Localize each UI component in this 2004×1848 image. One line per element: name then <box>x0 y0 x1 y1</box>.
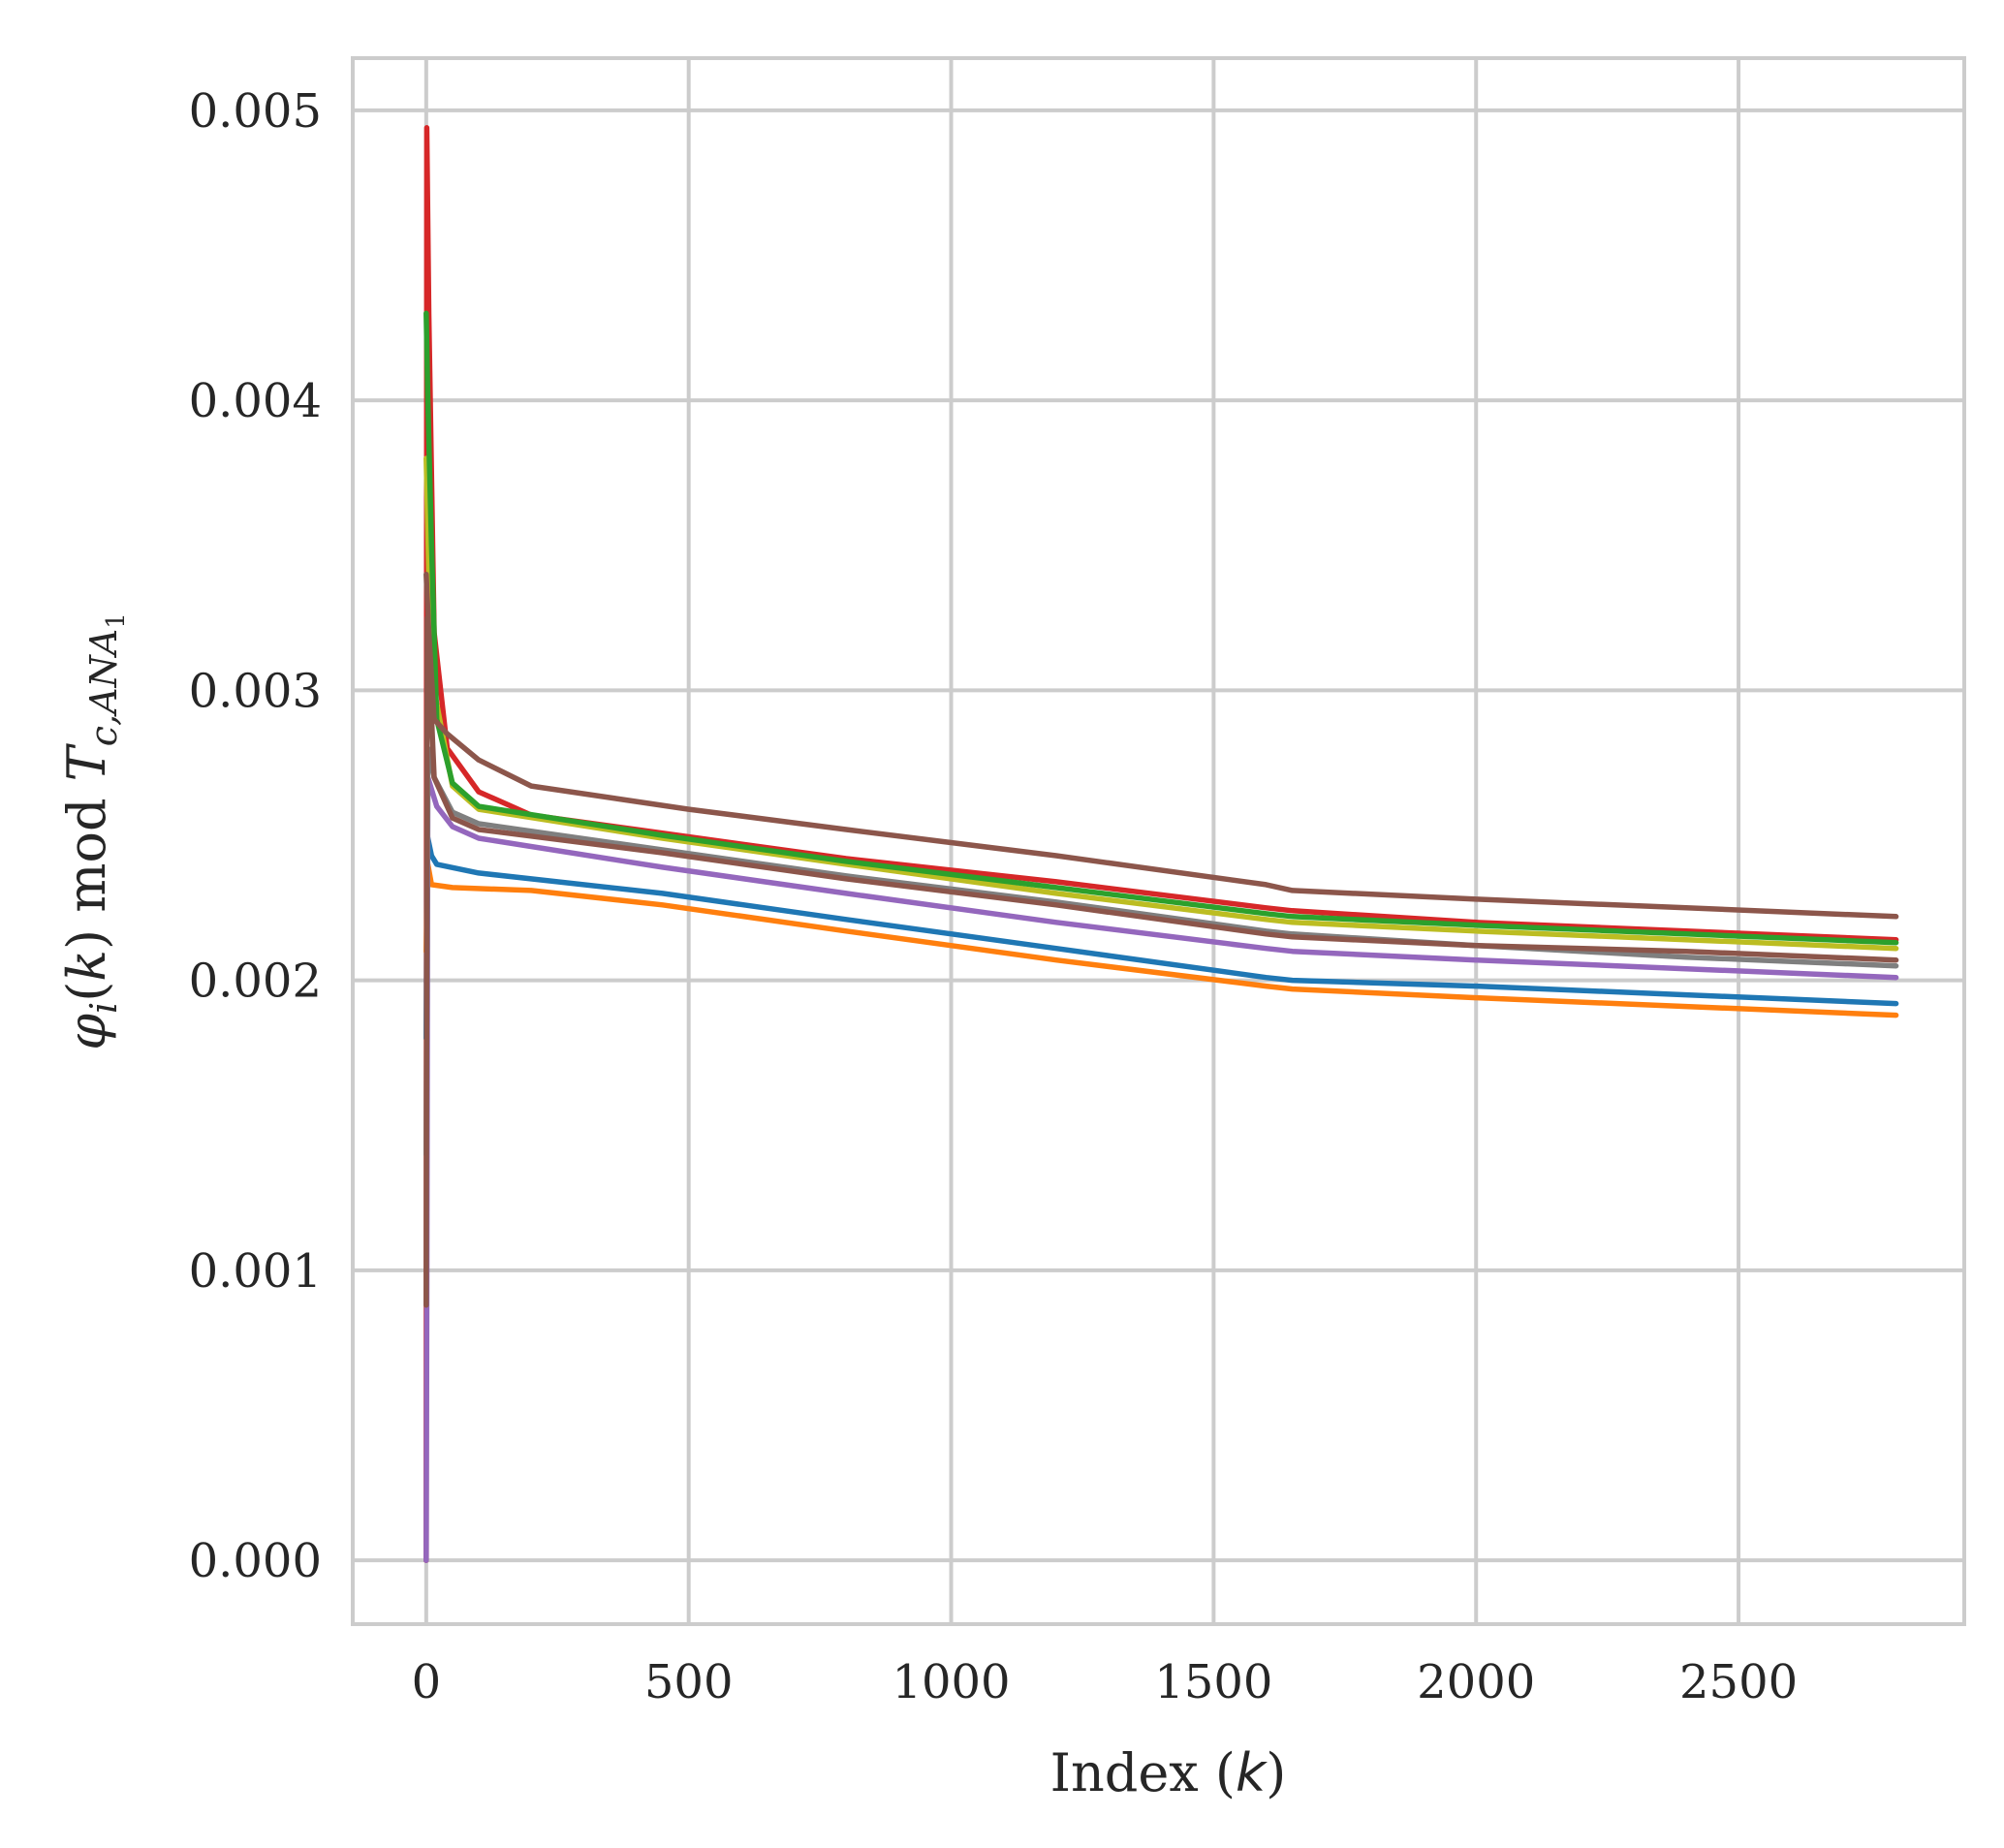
series-line <box>423 455 1899 952</box>
series-line <box>423 571 1899 920</box>
y-axis-label: φi(k) mod Tc,ANA1 <box>56 612 131 1050</box>
tick-label-layer: 0 500 1000 1500 2000 2500 0.000 0.001 0.002 0.003… <box>189 84 1799 1709</box>
y-tick-label: 0.001 <box>189 1244 322 1299</box>
x-axis-label: Index (k) <box>1050 1742 1287 1803</box>
x-tick-label: 1000 <box>892 1655 1010 1709</box>
x-tick-label: 2000 <box>1417 1655 1535 1709</box>
series-line <box>423 614 1899 1308</box>
series-line <box>423 125 1899 1563</box>
y-tick-label: 0.004 <box>189 374 322 428</box>
series-line <box>423 310 1899 946</box>
y-tick-label: 0.005 <box>189 84 322 139</box>
x-tick-label: 1500 <box>1154 1655 1272 1709</box>
series-line <box>423 861 1899 1018</box>
y-tick-label: 0.003 <box>189 664 322 718</box>
series-line <box>423 832 1899 1042</box>
series-layer <box>423 125 1899 1563</box>
x-tick-label: 2500 <box>1679 1655 1798 1709</box>
y-tick-label: 0.000 <box>189 1534 322 1588</box>
x-tick-label: 0 <box>412 1655 442 1709</box>
grid-layer <box>353 58 1964 1624</box>
y-tick-label: 0.002 <box>189 955 322 1009</box>
plot-frame <box>351 56 1966 1626</box>
x-tick-label: 500 <box>644 1655 734 1709</box>
